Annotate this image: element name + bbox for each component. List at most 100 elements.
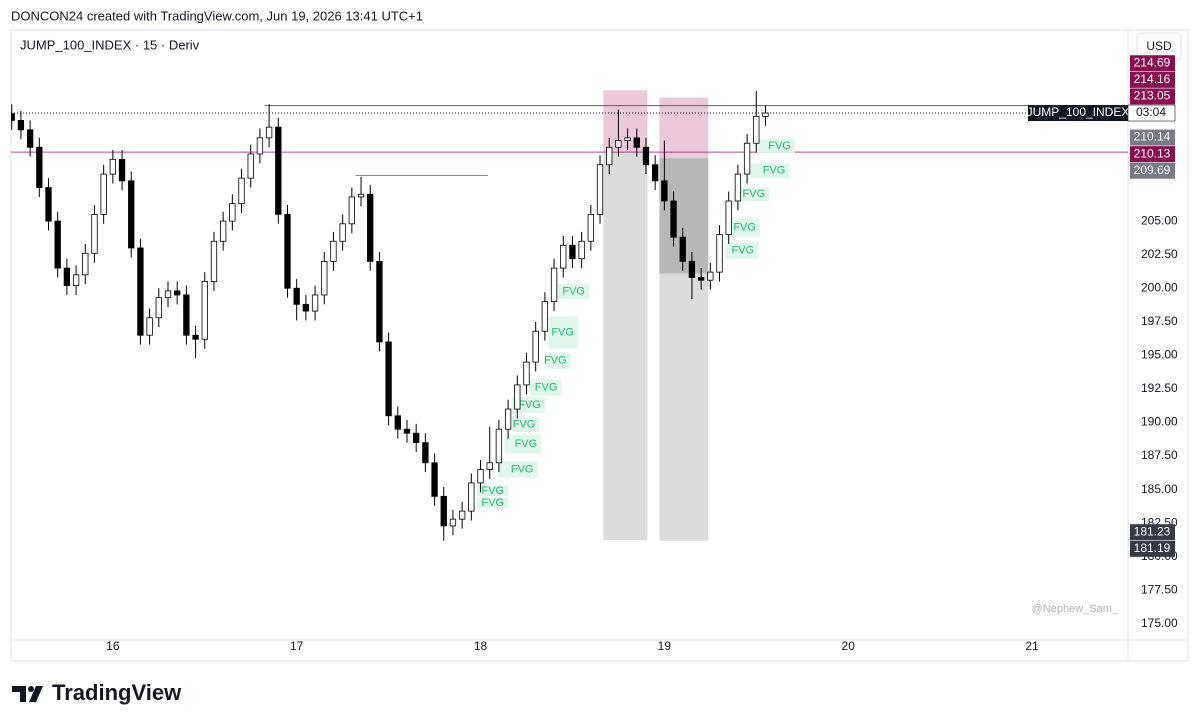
price-label: 210.14: [1134, 130, 1171, 144]
candle-body: [54, 220, 61, 269]
y-tick-label: 185.00: [1141, 482, 1178, 496]
y-tick-label: 205.00: [1141, 213, 1178, 227]
candle-body: [72, 274, 80, 286]
candle-body: [532, 330, 539, 363]
candle-body: [495, 428, 503, 464]
price-label: 181.23: [1134, 524, 1171, 538]
price-label-box: [1130, 71, 1175, 88]
candle-body: [394, 415, 401, 430]
candle-body: [367, 193, 374, 262]
y-tick-label: 197.50: [1141, 314, 1178, 328]
fvg-box: [725, 242, 759, 259]
candle-body: [100, 173, 107, 215]
candle-body: [679, 236, 686, 262]
zone: [659, 97, 709, 159]
price-label-box: [1130, 146, 1175, 163]
fvg-box: [504, 434, 542, 454]
y-tick-label: 195.00: [1141, 348, 1178, 362]
price-label: 209.69: [1134, 163, 1171, 177]
fvg-label: FVG: [515, 438, 538, 450]
plot-area: FVGFVGFVGFVGFVGFVGFVGFVGFVGFVGFVGFVGFVGF…: [11, 90, 1128, 541]
candle-body: [615, 140, 622, 148]
candle-body: [707, 271, 714, 281]
fvg-label: FVG: [551, 326, 574, 338]
candle-body: [661, 180, 668, 202]
y-tick-label: 175.00: [1141, 616, 1178, 630]
candle-body: [633, 137, 640, 148]
candle-body: [192, 334, 199, 340]
zone: [659, 273, 709, 541]
candle-body: [624, 137, 631, 141]
candle-body: [468, 482, 475, 512]
candle-body: [652, 164, 659, 182]
price-label-box: [1130, 540, 1175, 557]
zone: [603, 90, 648, 153]
candle-body: [174, 290, 181, 296]
x-tick-label: 20: [842, 639, 856, 653]
y-tick-label: 190.00: [1141, 415, 1178, 429]
currency[interactable]: USD: [1146, 39, 1172, 53]
candle-body: [716, 234, 723, 273]
candle-body: [376, 260, 383, 343]
candle-body: [753, 115, 760, 144]
candle-body: [458, 510, 466, 520]
candle-body: [265, 126, 273, 139]
candle-body: [45, 187, 52, 222]
candle-body: [596, 164, 604, 215]
symbol-label: JUMP_100_INDEX: [1027, 105, 1130, 119]
candle-body: [155, 297, 162, 319]
candle-body: [422, 442, 429, 464]
symbol-info: JUMP_100_INDEX · 15 · Deriv: [20, 37, 200, 52]
watermark: @Nephew_Sam_: [1032, 603, 1119, 615]
candle-body: [275, 126, 282, 215]
candle-body: [440, 495, 447, 527]
y-tick-label: 177.50: [1141, 582, 1178, 596]
candle-body: [128, 180, 135, 249]
fvg-label: FVG: [562, 286, 585, 298]
candle-body: [256, 137, 264, 155]
candle-body: [348, 196, 355, 225]
candle-body: [550, 267, 558, 303]
chart-frame: [10, 29, 1189, 662]
candle-body: [403, 428, 411, 434]
candle-body: [293, 287, 300, 305]
candle-body: [330, 240, 337, 262]
candle-body: [357, 193, 365, 198]
candle-body: [229, 203, 236, 222]
candle-body: [431, 462, 438, 497]
candle-body: [578, 240, 585, 260]
candle-body: [302, 303, 310, 312]
candle-body: [17, 120, 25, 131]
fvg-box: [750, 163, 790, 179]
x-tick-label: 17: [290, 639, 304, 653]
fvg-box: [511, 417, 540, 432]
candle-body: [137, 247, 144, 336]
candle-body: [541, 301, 549, 332]
brand: TradingView: [52, 680, 182, 705]
candle-body: [91, 213, 98, 254]
candle-body: [670, 200, 677, 238]
price-label: 181.19: [1134, 541, 1171, 555]
logo-mark: [29, 686, 43, 702]
fvg-label: FVG: [743, 188, 766, 200]
candle-body: [321, 260, 328, 296]
candle-body: [523, 361, 530, 386]
candle-body: [183, 294, 190, 336]
symbol-label-box: [1028, 105, 1128, 122]
fvg-box: [476, 485, 509, 497]
y-tick-label: 187.50: [1141, 448, 1178, 462]
price-label-box: [1130, 55, 1175, 72]
countdown-box: [1127, 104, 1176, 122]
fvg-box: [498, 461, 538, 478]
candle-body: [63, 267, 71, 286]
candle-body: [385, 341, 392, 417]
fvg-box: [554, 284, 589, 299]
fvg-label: FVG: [481, 497, 504, 509]
credit: DONCON24 created with TradingView.com, J…: [11, 8, 423, 23]
candle-body: [606, 146, 613, 166]
countdown: 03:04: [1136, 105, 1166, 119]
fvg-label: FVG: [535, 381, 558, 393]
fvg-label: FVG: [733, 222, 756, 234]
